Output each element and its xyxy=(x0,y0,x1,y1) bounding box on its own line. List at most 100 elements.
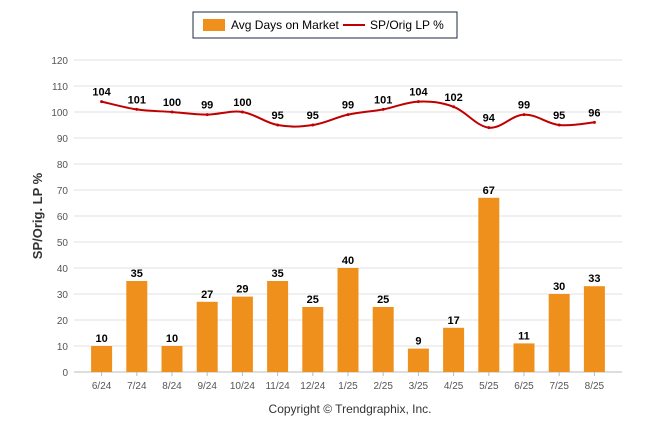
x-tick-label-5: 11/24 xyxy=(265,381,290,392)
bars xyxy=(91,197,605,372)
line-labels: 104 101 100 99 100 95 95 99 101 104 102 94 99 95 96 xyxy=(92,87,600,125)
bar-10 xyxy=(443,327,465,372)
bar-14 xyxy=(583,286,605,372)
x-tick-label-14: 8/25 xyxy=(585,381,605,392)
bar-7 xyxy=(337,268,359,372)
line-point-10 xyxy=(452,105,456,109)
x-tick-label-9: 3/25 xyxy=(409,381,429,392)
y-tick-label-30: 30 xyxy=(57,290,69,301)
y-tick-label-90: 90 xyxy=(57,134,69,145)
x-tick-label-8: 2/25 xyxy=(373,381,393,392)
bar-3 xyxy=(196,301,218,372)
line-point-1 xyxy=(135,107,139,111)
bar-value-label-14: 33 xyxy=(588,273,600,285)
bar-value-label-2: 10 xyxy=(166,333,178,345)
line-point-0 xyxy=(100,100,104,104)
line-value-label-5: 95 xyxy=(271,110,283,122)
x-tick-label-3: 9/24 xyxy=(197,381,217,392)
bar-5 xyxy=(267,281,289,372)
line-value-label-14: 96 xyxy=(588,107,600,119)
x-tick-label-10: 4/25 xyxy=(444,381,464,392)
x-tick-label-11: 5/25 xyxy=(479,381,499,392)
bar-2 xyxy=(161,346,183,372)
y-tick-label-110: 110 xyxy=(52,82,68,93)
line-point-7 xyxy=(346,113,350,117)
bar-9 xyxy=(407,348,429,372)
y-axis-ticks: 0 10 20 30 40 50 60 70 80 90 100 110 120 xyxy=(51,56,68,379)
line-value-label-2: 100 xyxy=(163,97,181,109)
y-tick-label-120: 120 xyxy=(51,56,68,67)
line-value-label-7: 99 xyxy=(342,100,354,112)
bar-value-label-9: 9 xyxy=(415,336,421,348)
y-tick-label-40: 40 xyxy=(57,264,69,275)
y-tick-label-0: 0 xyxy=(62,368,68,379)
y-tick-label-50: 50 xyxy=(57,238,69,249)
bar-6 xyxy=(302,307,324,372)
line-point-6 xyxy=(311,123,315,127)
line-point-4 xyxy=(240,110,244,114)
bar-1 xyxy=(126,281,148,372)
y-tick-label-80: 80 xyxy=(57,160,69,171)
line-value-label-13: 95 xyxy=(553,110,565,122)
line-value-label-1: 101 xyxy=(128,94,146,106)
legend-box xyxy=(192,11,458,39)
y-tick-label-100: 100 xyxy=(51,108,68,119)
x-tick-label-4: 10/24 xyxy=(230,381,255,392)
bar-labels: 10 35 10 27 29 35 25 40 25 9 17 67 11 30 33 xyxy=(95,185,600,348)
bar-value-label-13: 30 xyxy=(553,281,565,293)
line-point-3 xyxy=(205,113,209,117)
y-tick-label-10: 10 xyxy=(57,342,69,353)
line-point-13 xyxy=(557,123,561,127)
bar-value-label-1: 35 xyxy=(131,268,143,280)
line-point-8 xyxy=(381,107,385,111)
x-tick-label-2: 8/24 xyxy=(162,381,182,392)
bar-value-label-0: 10 xyxy=(95,333,107,345)
bar-value-label-11: 67 xyxy=(483,185,495,197)
y-tick-label-60: 60 xyxy=(57,212,69,223)
line-value-label-9: 104 xyxy=(409,87,428,99)
legend-label-days-on-market: Avg Days on Market xyxy=(231,18,339,32)
line-point-14 xyxy=(592,120,596,124)
x-tick-label-6: 12/24 xyxy=(300,381,325,392)
line-value-label-11: 94 xyxy=(483,113,496,125)
bar-13 xyxy=(548,294,570,372)
bar-0 xyxy=(91,346,113,372)
line-value-label-10: 102 xyxy=(444,92,462,104)
line-point-9 xyxy=(416,100,420,104)
bar-value-label-4: 29 xyxy=(236,284,248,296)
bar-value-label-10: 17 xyxy=(447,315,459,327)
bar-4 xyxy=(231,296,253,372)
bar-value-label-12: 11 xyxy=(518,330,530,342)
legend-label-sp-orig-lp: SP/Orig LP % xyxy=(370,18,444,32)
x-tick-label-13: 7/25 xyxy=(549,381,569,392)
bar-value-label-6: 25 xyxy=(307,294,319,306)
line-value-label-12: 99 xyxy=(518,100,530,112)
x-tick-label-7: 1/25 xyxy=(338,381,358,392)
bar-value-label-3: 27 xyxy=(201,289,213,301)
y-axis-title: SP/Orig. LP % xyxy=(30,172,45,259)
line-value-label-8: 101 xyxy=(374,94,392,106)
bar-8 xyxy=(372,307,394,372)
copyright-footer: Copyright © Trendgraphix, Inc. xyxy=(269,402,432,416)
y-tick-label-20: 20 xyxy=(57,316,69,327)
bar-12 xyxy=(513,343,535,372)
line-value-label-6: 95 xyxy=(307,110,319,122)
line-value-label-0: 104 xyxy=(92,87,111,99)
line-point-12 xyxy=(522,113,526,117)
y-tick-label-70: 70 xyxy=(57,186,69,197)
bar-value-label-8: 25 xyxy=(377,294,389,306)
bar-value-label-5: 35 xyxy=(271,268,283,280)
line-value-label-4: 100 xyxy=(233,97,251,109)
x-tick-label-0: 6/24 xyxy=(92,381,112,392)
line-value-label-3: 99 xyxy=(201,100,213,112)
line-series xyxy=(100,100,596,130)
line-point-11 xyxy=(487,126,491,130)
bar-value-label-7: 40 xyxy=(342,255,354,267)
line-point-2 xyxy=(170,110,174,114)
legend-swatch-days-on-market xyxy=(203,19,225,31)
x-tick-label-1: 7/24 xyxy=(127,381,147,392)
bar-11 xyxy=(478,197,500,372)
line-point-5 xyxy=(276,123,280,127)
x-tick-label-12: 6/25 xyxy=(514,381,534,392)
